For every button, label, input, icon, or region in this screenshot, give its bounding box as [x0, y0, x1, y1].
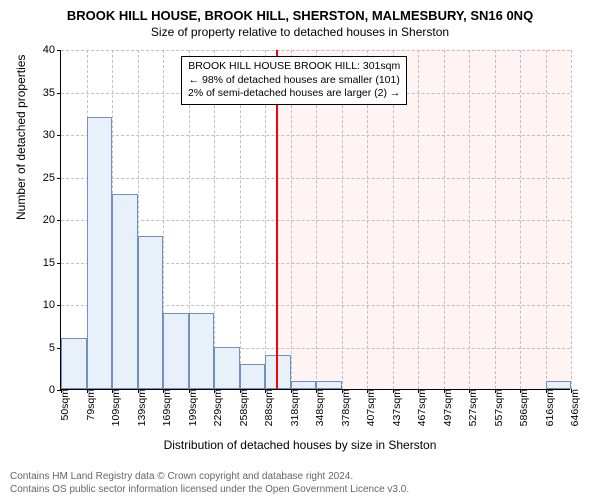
histogram-chart: 051015202530354050sqm79sqm109sqm139sqm16… [60, 50, 570, 390]
x-tick: 79sqm [81, 389, 97, 421]
gridline-v [418, 50, 419, 389]
x-tick: 109sqm [106, 389, 122, 426]
gridline-v [444, 50, 445, 389]
x-axis-label: Distribution of detached houses by size … [0, 438, 600, 452]
x-tick: 497sqm [438, 389, 454, 426]
annotation-line-1: BROOK HILL HOUSE BROOK HILL: 301sqm [188, 60, 400, 74]
x-tick: 646sqm [565, 389, 581, 426]
histogram-bar [214, 347, 240, 390]
y-tick: 30 [43, 129, 61, 141]
x-tick: 437sqm [387, 389, 403, 426]
annotation-box: BROOK HILL HOUSE BROOK HILL: 301sqm← 98%… [181, 56, 407, 105]
footer-attribution: Contains HM Land Registry data © Crown c… [10, 470, 409, 496]
histogram-bar [112, 194, 138, 390]
y-tick: 10 [43, 299, 61, 311]
y-tick: 20 [43, 214, 61, 226]
histogram-bar [546, 381, 572, 390]
y-tick: 15 [43, 257, 61, 269]
y-tick: 25 [43, 172, 61, 184]
footer-line-2: Contains OS public sector information li… [10, 483, 409, 496]
x-tick: 288sqm [259, 389, 275, 426]
histogram-bar [87, 117, 113, 389]
gridline-v [571, 50, 572, 389]
x-tick: 407sqm [361, 389, 377, 426]
x-tick: 50sqm [55, 389, 71, 421]
x-tick: 318sqm [285, 389, 301, 426]
y-tick: 5 [49, 342, 61, 354]
x-tick: 467sqm [412, 389, 428, 426]
y-tick: 35 [43, 87, 61, 99]
x-tick: 229sqm [208, 389, 224, 426]
gridline-v [469, 50, 470, 389]
annotation-line-3: 2% of semi-detached houses are larger (2… [188, 87, 400, 101]
page-subtitle: Size of property relative to detached ho… [0, 23, 600, 39]
annotation-line-2: ← 98% of detached houses are smaller (10… [188, 74, 400, 88]
x-tick: 348sqm [310, 389, 326, 426]
x-tick: 199sqm [183, 389, 199, 426]
x-tick: 258sqm [234, 389, 250, 426]
page-title: BROOK HILL HOUSE, BROOK HILL, SHERSTON, … [0, 0, 600, 23]
x-tick: 616sqm [540, 389, 556, 426]
histogram-bar [240, 364, 266, 390]
histogram-bar [291, 381, 317, 390]
histogram-bar [163, 313, 189, 390]
histogram-bar [316, 381, 342, 390]
histogram-bar [138, 236, 164, 389]
gridline-v [546, 50, 547, 389]
x-tick: 586sqm [514, 389, 530, 426]
y-axis-label: Number of detached properties [14, 55, 28, 220]
x-tick: 169sqm [157, 389, 173, 426]
y-tick: 40 [43, 44, 61, 56]
x-tick: 527sqm [463, 389, 479, 426]
histogram-bar [189, 313, 215, 390]
x-tick: 139sqm [132, 389, 148, 426]
histogram-bar [61, 338, 87, 389]
gridline-v [520, 50, 521, 389]
footer-line-1: Contains HM Land Registry data © Crown c… [10, 470, 409, 483]
gridline-v [495, 50, 496, 389]
x-tick: 378sqm [336, 389, 352, 426]
x-tick: 557sqm [489, 389, 505, 426]
